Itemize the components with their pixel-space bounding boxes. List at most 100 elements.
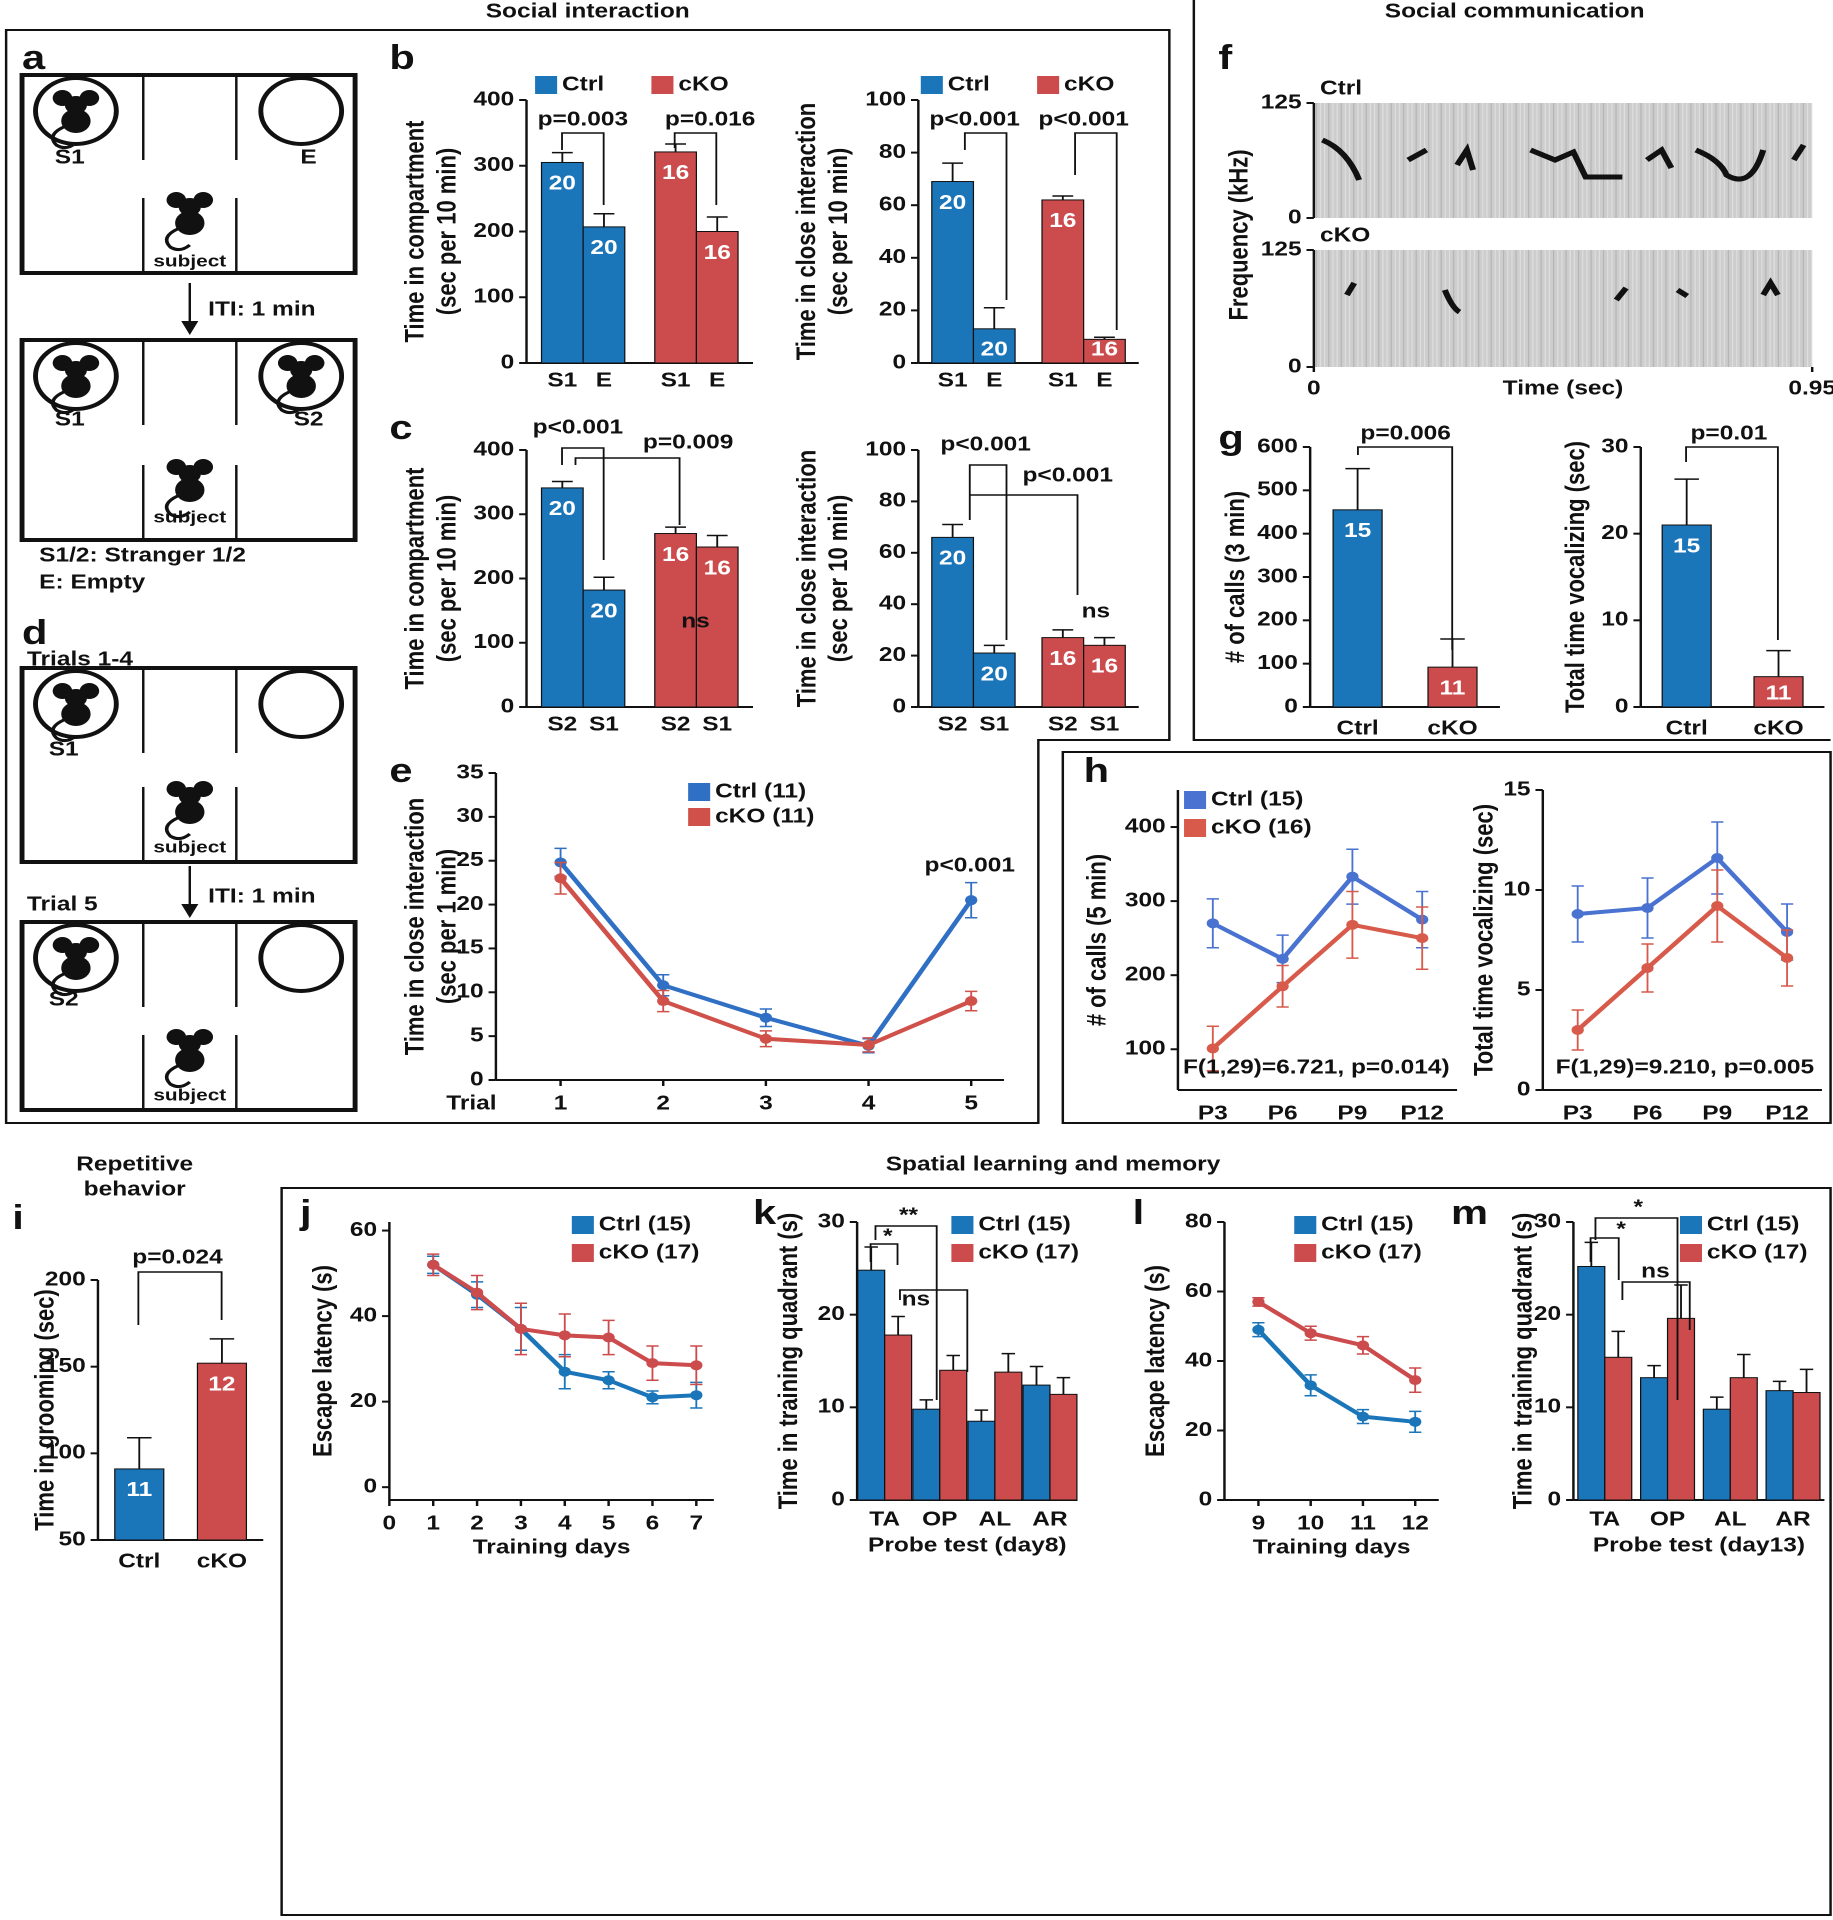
x-tick-label: AR: [1775, 1507, 1810, 1529]
error-bar: [551, 151, 573, 163]
spectrogram-label: cKO: [1320, 223, 1370, 245]
x-tick-label: P6: [1633, 1101, 1663, 1123]
legend-label: Ctrl (15): [978, 1212, 1070, 1234]
y-axis-label: (sec per 10 min): [432, 148, 462, 315]
x-tick-label: 10: [1297, 1511, 1324, 1533]
arrow: [181, 321, 199, 335]
n-label: 16: [1049, 647, 1076, 669]
error-bar: [1611, 1330, 1626, 1358]
y-tick-label: 200: [1125, 963, 1166, 985]
mouse-icon: [175, 478, 205, 502]
bracket: [1621, 1281, 1691, 1330]
error-bar: [1052, 195, 1074, 200]
point: [602, 1375, 615, 1386]
series-line: [1211, 922, 1423, 1050]
panel-letter: k: [753, 1194, 777, 1232]
y-tick-label: 20: [818, 1302, 845, 1324]
bracket: [869, 1243, 899, 1265]
n-label: 12: [208, 1373, 235, 1395]
bar: [1666, 1317, 1696, 1501]
legend-swatch: [1294, 1216, 1317, 1234]
bar: [967, 1420, 996, 1501]
diagram-legend: E: Empty: [39, 570, 146, 592]
y-tick-label: 400: [473, 437, 514, 459]
annotation: p=0.006: [1360, 421, 1451, 443]
error-bar: [1674, 478, 1699, 525]
x-tick-label: E: [1096, 368, 1112, 390]
error-bar: [1094, 636, 1115, 646]
section-title: behavior: [84, 1177, 186, 1199]
y-tick-label: 0: [1284, 694, 1298, 716]
point: [1641, 903, 1654, 913]
y-tick-label: 40: [879, 592, 906, 614]
series-line: [1256, 1300, 1417, 1382]
y-tick-label: 60: [879, 193, 906, 215]
annotation: p<0.001: [533, 415, 624, 437]
bar: [994, 1371, 1023, 1501]
x-axis-label: Trial: [446, 1091, 496, 1113]
y-axis-label: Total time vocalizing (sec): [1561, 441, 1591, 713]
mouse-icon: [290, 361, 313, 379]
y-tick-label: 80: [1185, 1209, 1212, 1231]
mouse-icon: [64, 943, 87, 961]
x-tick-label: Ctrl: [1666, 716, 1708, 738]
x-tick-label: P3: [1563, 1101, 1593, 1123]
panel-letter: e: [389, 752, 412, 790]
y-tick-label: 300: [473, 502, 514, 524]
error-bar: [209, 1338, 235, 1364]
annotation: p=0.003: [538, 107, 629, 129]
annotation: *: [1616, 1217, 1626, 1239]
error-bar: [665, 526, 686, 534]
x-tick-label: 2: [470, 1511, 484, 1533]
error-bar: [1674, 1284, 1688, 1319]
y-tick-label: 5: [470, 1024, 484, 1046]
y-tick-label: 30: [1601, 434, 1628, 456]
legend-swatch: [651, 76, 674, 94]
bar: [1022, 1384, 1051, 1501]
diagram-label: S2: [294, 407, 324, 429]
bar: [540, 161, 584, 364]
legend-swatch: [1037, 76, 1060, 94]
legend-swatch: [1679, 1216, 1702, 1234]
error-bar: [1001, 1352, 1016, 1373]
bar: [1639, 1377, 1669, 1501]
legend-label: Ctrl (11): [715, 779, 806, 801]
x-tick-label: P6: [1268, 1101, 1298, 1123]
mouse-icon: [286, 374, 316, 398]
x-axis-label: Probe test (day13): [1593, 1533, 1805, 1555]
annotation: p<0.001: [1038, 107, 1129, 129]
y-axis-label: Time in close interaction: [792, 450, 822, 707]
y-tick-label: 400: [473, 87, 514, 109]
frame: [1061, 751, 1832, 1124]
series-line: [1211, 873, 1424, 962]
legend-swatch: [688, 808, 711, 826]
n-label: 11: [1766, 681, 1792, 703]
bracket: [874, 1225, 938, 1400]
error-bar: [1094, 336, 1115, 340]
bar: [1702, 1408, 1731, 1501]
y-tick-label: 40: [879, 245, 906, 267]
error-bar: [1772, 1380, 1787, 1391]
annotation: ns: [1641, 1259, 1670, 1281]
legend-swatch: [1679, 1244, 1702, 1262]
x-tick-label: 5: [964, 1091, 978, 1113]
point: [1409, 1375, 1422, 1386]
panel-letter: f: [1218, 39, 1232, 77]
y-tick-label: 300: [473, 153, 514, 175]
section-title: Social communication: [1385, 0, 1645, 22]
point: [862, 1039, 875, 1050]
error-bar: [942, 162, 964, 182]
y-tick-label: 100: [45, 1441, 86, 1463]
bracket: [969, 494, 1079, 595]
mouse-icon: [164, 1064, 192, 1089]
y-tick-label: 0: [364, 1475, 378, 1497]
y-tick-label: 15: [456, 936, 483, 958]
x-tick-label: 1: [426, 1511, 440, 1533]
bar: [1049, 1393, 1078, 1501]
y-tick-label: 500: [1257, 478, 1298, 500]
y-tick-label: 60: [1185, 1279, 1212, 1301]
point: [602, 1332, 615, 1343]
legend-label: cKO (17): [1321, 1240, 1422, 1262]
y-axis-label: Time in compartment: [400, 121, 430, 343]
